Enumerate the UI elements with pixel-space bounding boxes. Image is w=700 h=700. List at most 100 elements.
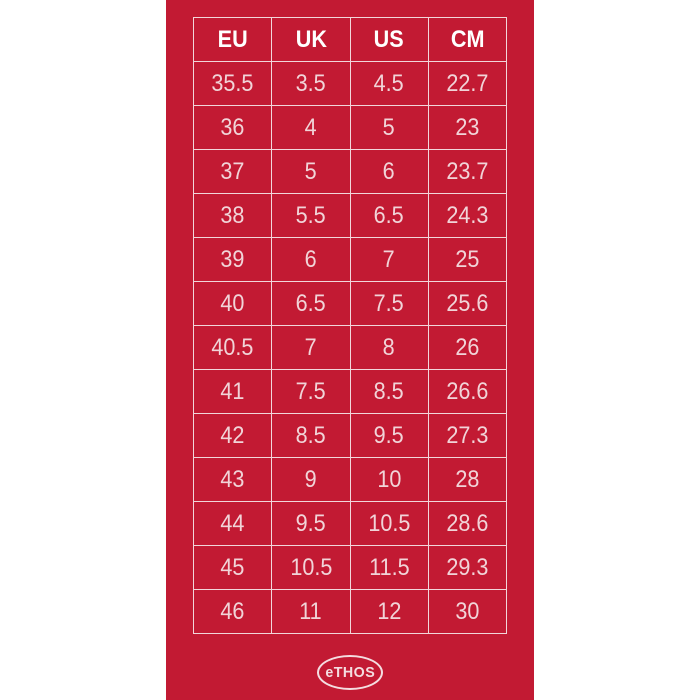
table-cell-text: 6 <box>383 157 396 185</box>
table-cell-text: 46 <box>220 597 245 625</box>
table-cell-text: 10 <box>377 465 402 493</box>
table-cell: 4.5 <box>349 61 429 106</box>
table-cell-text: 26.6 <box>446 377 489 405</box>
table-row: 41 7.5 8.5 26.6 <box>192 369 508 414</box>
table-cell: 23.7 <box>427 149 508 194</box>
table-cell: 42 <box>192 413 273 458</box>
header-cell-us: US <box>349 17 429 62</box>
table-cell: 5.5 <box>271 193 351 238</box>
table-cell: 36 <box>192 105 273 150</box>
table-cell-text: 10.5 <box>289 553 332 581</box>
table-cell-text: 5 <box>304 157 317 185</box>
table-cell: 23 <box>427 105 508 150</box>
table-cell-text: 38 <box>220 201 245 229</box>
table-cell: 4 <box>271 105 351 150</box>
table-cell-text: 36 <box>220 113 245 141</box>
table-row: 46 11 12 30 <box>192 589 508 634</box>
header-cell-text: UK <box>295 25 327 53</box>
table-cell-text: 42 <box>220 421 245 449</box>
table-cell: 6.5 <box>349 193 429 238</box>
table-cell: 12 <box>349 589 429 634</box>
table-row: 43 9 10 28 <box>192 457 508 502</box>
table-cell-text: 28.6 <box>446 509 489 537</box>
table-row: 39 6 7 25 <box>192 237 508 282</box>
table-cell: 24.3 <box>427 193 508 238</box>
ethos-logo: eTHOS <box>317 655 383 690</box>
table-row: 36 4 5 23 <box>192 105 508 150</box>
table-cell-text: 30 <box>455 597 480 625</box>
table-cell: 41 <box>192 369 273 414</box>
table-header: EU UK US CM <box>192 17 508 62</box>
table-row: 38 5.5 6.5 24.3 <box>192 193 508 238</box>
table-cell: 8 <box>349 325 429 370</box>
table-cell-text: 12 <box>377 597 402 625</box>
table-cell-text: 27.3 <box>446 421 489 449</box>
table-cell: 6 <box>271 237 351 282</box>
table-cell-text: 11 <box>299 597 323 625</box>
table-cell: 29.3 <box>427 545 508 590</box>
table-cell-text: 5 <box>383 113 396 141</box>
table-cell-text: 28 <box>455 465 480 493</box>
table-cell-text: 11.5 <box>368 553 410 581</box>
table-cell-text: 8 <box>383 333 396 361</box>
table-cell: 30 <box>427 589 508 634</box>
table-cell-text: 10.5 <box>368 509 411 537</box>
table-cell: 11 <box>271 589 351 634</box>
table-cell: 45 <box>192 545 273 590</box>
ethos-logo-text: eTHOS <box>325 664 375 681</box>
table-cell: 7.5 <box>349 281 429 326</box>
table-cell-text: 8.5 <box>295 421 326 449</box>
table-cell: 7.5 <box>271 369 351 414</box>
table-cell-text: 41 <box>220 377 245 405</box>
table-cell: 43 <box>192 457 273 502</box>
table-cell-text: 45 <box>220 553 245 581</box>
table-cell-text: 44 <box>220 509 245 537</box>
header-cell-text: CM <box>450 25 485 53</box>
table-cell: 8.5 <box>349 369 429 414</box>
table-cell: 11.5 <box>349 545 429 590</box>
table-row: 40 6.5 7.5 25.6 <box>192 281 508 326</box>
table-cell: 8.5 <box>271 413 351 458</box>
table-cell-text: 35.5 <box>211 69 254 97</box>
table-cell-text: 37 <box>220 157 245 185</box>
table-cell: 7 <box>271 325 351 370</box>
table-cell: 27.3 <box>427 413 508 458</box>
table-cell-text: 40.5 <box>211 333 254 361</box>
table-cell: 7 <box>349 237 429 282</box>
table-cell-text: 7 <box>304 333 317 361</box>
table-cell: 37 <box>192 149 273 194</box>
table-cell-text: 6.5 <box>374 201 405 229</box>
table-cell: 40 <box>192 281 273 326</box>
header-row: EU UK US CM <box>192 17 508 62</box>
table-cell-text: 40 <box>220 289 245 317</box>
table-cell: 9 <box>271 457 351 502</box>
table-cell-text: 3.5 <box>295 69 326 97</box>
table-row: 35.5 3.5 4.5 22.7 <box>192 61 508 106</box>
table-row: 37 5 6 23.7 <box>192 149 508 194</box>
size-conversion-table: EU UK US CM 35.5 3.5 4.5 22.7 36 4 5 23 37 5 6 23.7 38 5… <box>192 17 508 634</box>
table-body: 35.5 3.5 4.5 22.7 36 4 5 23 37 5 6 23.7 38 5.5 6.5 24.3… <box>192 61 508 634</box>
table-cell: 5 <box>271 149 351 194</box>
header-cell-cm: CM <box>427 17 508 62</box>
table-cell-text: 7.5 <box>374 289 405 317</box>
table-cell-text: 8.5 <box>374 377 405 405</box>
table-cell: 39 <box>192 237 273 282</box>
table-cell-text: 23 <box>455 113 480 141</box>
table-cell-text: 7.5 <box>295 377 326 405</box>
table-cell-text: 9 <box>304 465 317 493</box>
table-cell-text: 7 <box>383 245 396 273</box>
table-cell: 3.5 <box>271 61 351 106</box>
table-cell: 46 <box>192 589 273 634</box>
table-cell: 25 <box>427 237 508 282</box>
table-cell: 28.6 <box>427 501 508 546</box>
table-cell: 38 <box>192 193 273 238</box>
table-cell: 5 <box>349 105 429 150</box>
table-cell: 9.5 <box>271 501 351 546</box>
table-row: 44 9.5 10.5 28.6 <box>192 501 508 546</box>
table-cell: 9.5 <box>349 413 429 458</box>
table-row: 40.5 7 8 26 <box>192 325 508 370</box>
size-chart-panel: EU UK US CM 35.5 3.5 4.5 22.7 36 4 5 23 37 5 6 23.7 38 5… <box>166 0 534 700</box>
table-cell: 22.7 <box>427 61 508 106</box>
table-cell-text: 5.5 <box>295 201 326 229</box>
header-cell-eu: EU <box>192 17 273 62</box>
